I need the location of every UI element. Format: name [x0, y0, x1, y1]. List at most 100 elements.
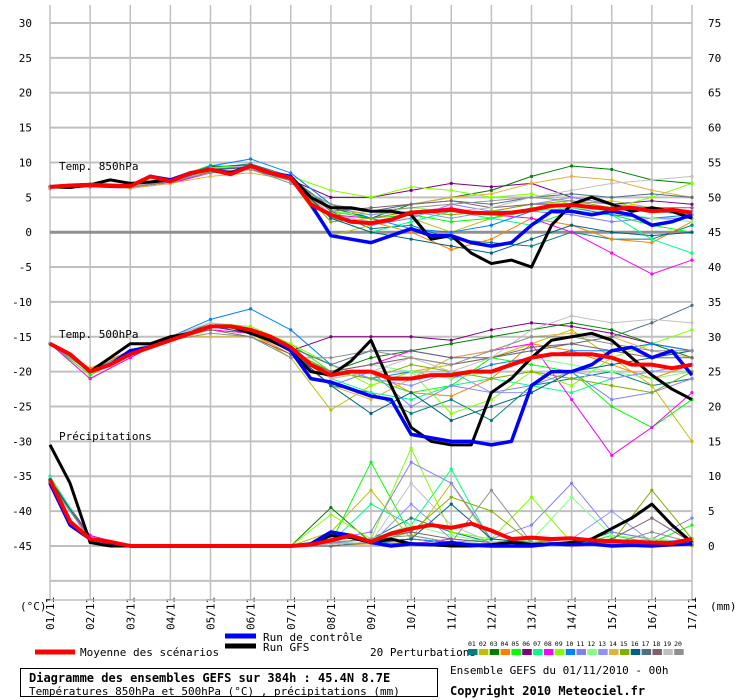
perturbation-18-t500-point	[570, 342, 574, 346]
perturbation-01-t850-point	[529, 244, 534, 248]
left-axis-tick: 15	[19, 122, 32, 135]
right-axis-tick: 10	[708, 470, 721, 483]
perturbation-05-t850-point	[449, 220, 453, 224]
perturbation-08-t500-point	[529, 342, 534, 346]
perturbation-15-t850-point	[449, 213, 453, 217]
gfs-t500-line	[49, 324, 693, 447]
perturbation-07-precip-point	[369, 502, 373, 506]
perturbation-14-t850-point	[449, 195, 453, 199]
legend-perturbation-swatch	[576, 649, 586, 655]
legend-perturbation-swatch	[500, 649, 511, 655]
legend-perturbation-id: 01	[468, 640, 476, 648]
legend-perturbation-id: 07	[533, 640, 541, 648]
perturbation-15-precip-point	[449, 495, 453, 499]
perturbation-14-t850-point	[489, 192, 493, 196]
perturbation-03-t850-point	[529, 174, 534, 179]
perturbation-16-t850-point	[489, 251, 493, 255]
perturbation-01-t850-point	[489, 241, 493, 245]
legend-perturbation-swatch	[468, 649, 478, 655]
right-axis-tick: 30	[708, 331, 721, 344]
perturbation-14-t850-point	[208, 174, 213, 179]
left-axis-tick: 30	[19, 17, 32, 30]
perturbation-20-t500-point	[289, 356, 293, 360]
legend-perturbation-swatch	[630, 649, 641, 655]
perturbation-07-t850-point	[489, 216, 493, 220]
perturbation-06-t850-point	[489, 185, 493, 189]
perturbation-18-t500-point	[690, 356, 694, 360]
perturbation-07-t500-point	[409, 397, 413, 402]
x-tick-label: 06/11	[245, 597, 258, 630]
perturbation-03-precip-point	[329, 506, 333, 510]
perturbation-16-t500-point	[409, 390, 413, 395]
perturbation-16-t500-point	[369, 411, 373, 416]
legend-perturbation-id: 03	[490, 640, 498, 648]
perturbation-06-t500-point	[570, 324, 574, 328]
perturbation-16-precip-point	[489, 537, 493, 541]
perturbation-20-t500-point	[329, 356, 333, 360]
perturbation-13-t850-point	[570, 195, 574, 199]
perturbation-20-t850-point	[249, 167, 253, 172]
perturbation-16-t850-point	[690, 230, 694, 234]
perturbation-10-t500-point	[489, 363, 493, 367]
perturbation-14-t500-point	[208, 335, 213, 339]
left-axis-tick: -40	[12, 505, 32, 518]
left-axis-tick: -25	[12, 401, 32, 414]
perturbation-10-t500-point	[289, 328, 293, 332]
perturbation-10-t500-point	[208, 317, 213, 321]
perturbation-07-t500-point	[369, 390, 373, 395]
legend-perturbation-swatch	[478, 649, 489, 655]
perturbation-14-t850-point	[570, 174, 574, 179]
legend-perturbation-swatch	[674, 649, 684, 655]
right-axis-tick: 25	[708, 366, 721, 379]
perturbation-16-t850-point	[529, 237, 534, 241]
perturbation-04-t500-point	[449, 394, 453, 398]
perturbation-11-t500-point	[690, 377, 694, 381]
perturbation-13-t500-point	[610, 377, 614, 381]
mean-t850-line	[49, 163, 693, 226]
perturbation-02-precip-point	[369, 488, 373, 492]
legend-perturbation-swatch	[641, 649, 652, 655]
perturbation-12-t850-point	[650, 216, 654, 220]
perturbation-11-t850-point	[570, 213, 574, 217]
legend-perturbation-id: 04	[501, 640, 509, 648]
perturbation-13-t500-point	[650, 370, 654, 374]
mean-t500-line	[49, 324, 693, 381]
legend-perturbation-id: 06	[522, 640, 530, 648]
perturbation-12-t500-point	[650, 377, 654, 381]
left-axis-unit: (°C)	[20, 600, 47, 613]
legend-perturbation-id: 14	[609, 640, 617, 648]
perturbation-12-t500-point	[610, 370, 614, 374]
perturbation-09-t850-point	[529, 192, 534, 196]
x-tick-label: 04/11	[164, 597, 177, 630]
perturbation-09-precip-point	[449, 530, 453, 534]
perturbation-07-precip-point	[449, 467, 453, 471]
perturbation-17-t500-point	[610, 335, 614, 339]
legend-perturbation-swatch	[554, 649, 565, 655]
perturbation-11-precip-point	[369, 530, 373, 534]
right-axis-unit: (mm)	[710, 600, 737, 613]
perturbation-06-t500-point	[529, 321, 534, 325]
perturbation-11-precip-point	[449, 481, 453, 485]
perturbation-16-t850-point	[329, 216, 333, 220]
perturbation-19-t500-point	[529, 328, 534, 332]
left-axis-tick: -10	[12, 296, 32, 309]
perturbation-09-t500-point	[249, 324, 253, 328]
legend-perturbation-swatch	[489, 649, 500, 655]
perturbation-06-t500-point	[329, 335, 333, 339]
perturbation-01-t850-point	[449, 237, 453, 241]
perturbation-07-t850-point	[650, 237, 654, 241]
x-tick-label: 09/11	[365, 597, 378, 630]
perturbation-01-t850-point	[690, 223, 694, 227]
perturbation-09-t500-point	[289, 342, 293, 346]
perturbation-20-t500-point	[409, 356, 413, 360]
perturbation-12-precip-point	[409, 523, 413, 527]
chart-title: Diagramme des ensembles GEFS sur 384h : …	[29, 671, 391, 685]
perturbation-02-t500-point	[650, 383, 654, 388]
perturbation-09-t850-point	[650, 195, 654, 199]
right-axis-tick: 55	[708, 156, 721, 169]
label-t500: Temp. 500hPa	[59, 328, 138, 341]
legend-perturbation-id: 05	[511, 640, 519, 648]
label-precip: Précipitations	[59, 430, 152, 443]
perturbation-19-precip-point	[409, 481, 413, 485]
